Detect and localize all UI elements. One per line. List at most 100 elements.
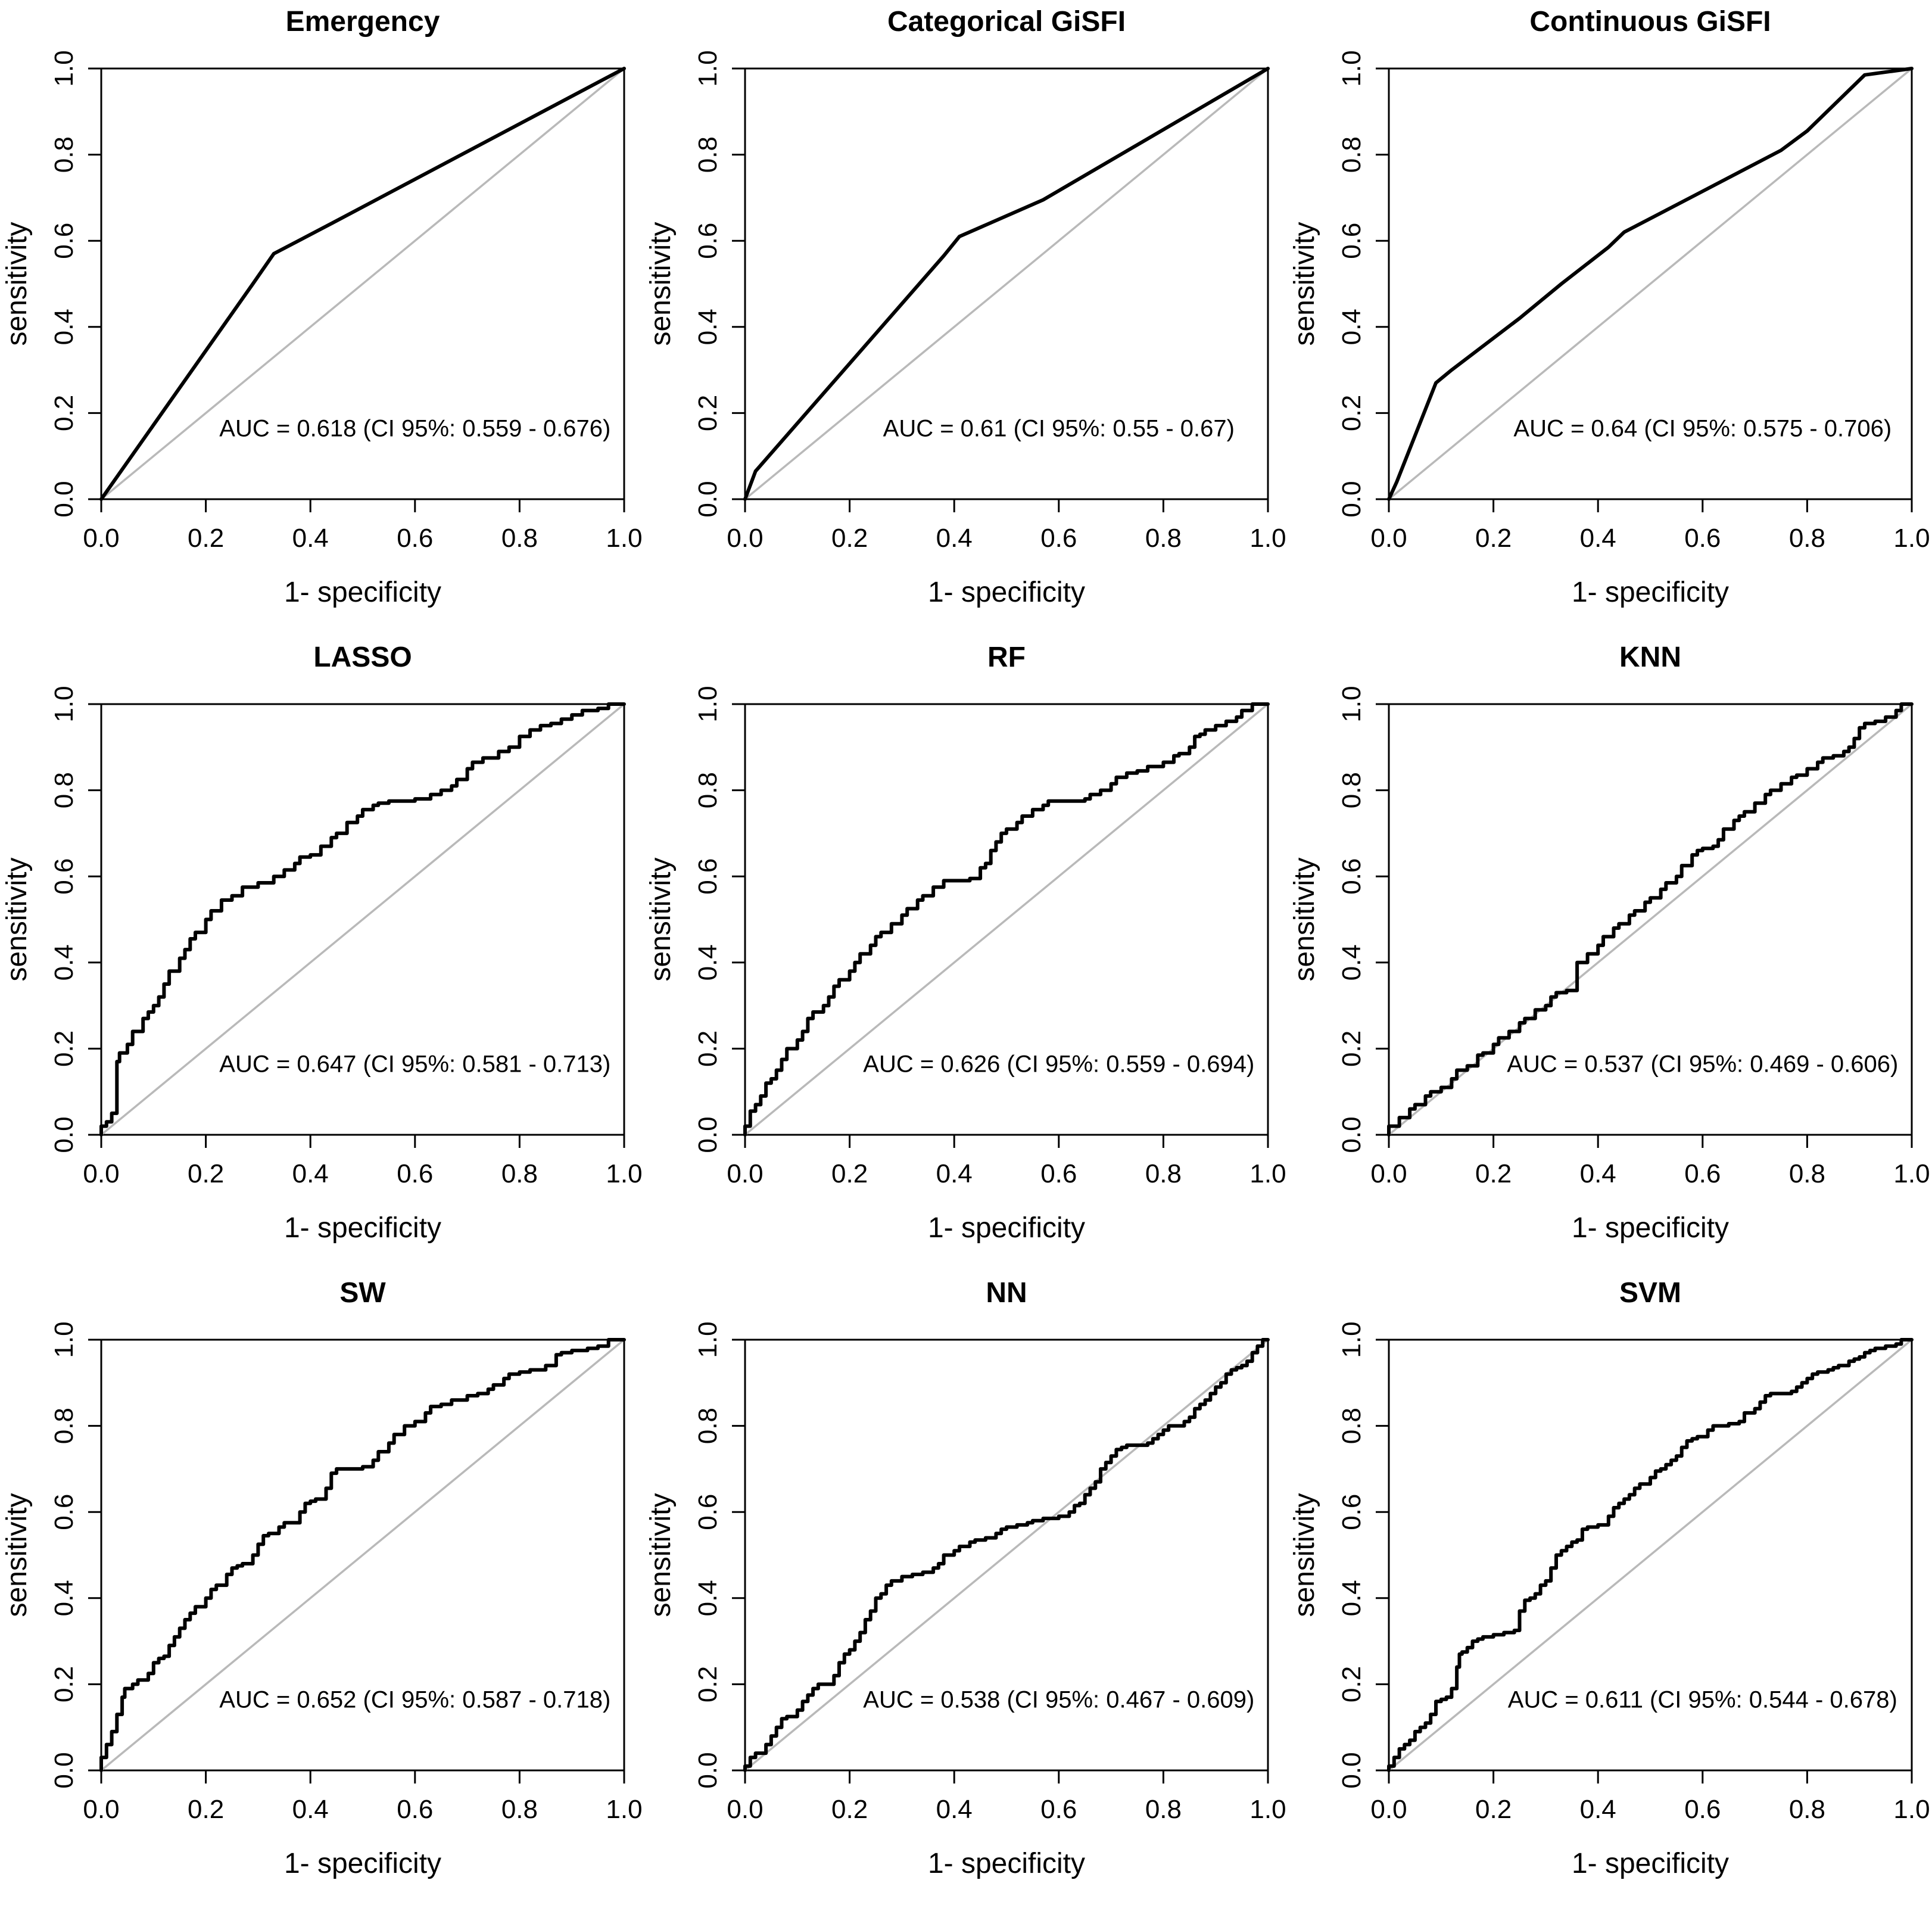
y-tick-label: 0.4	[693, 1580, 722, 1616]
y-tick-label: 0.2	[1337, 1666, 1366, 1702]
y-tick-label: 0.4	[693, 309, 722, 345]
y-tick-label: 0.0	[693, 1752, 722, 1788]
x-tick-label: 0.6	[1040, 524, 1077, 553]
y-tick-label: 0.0	[693, 1116, 722, 1153]
x-tick-label: 0.4	[292, 1159, 329, 1188]
auc-annotation: AUC = 0.618 (CI 95%: 0.559 - 0.676)	[219, 416, 610, 442]
x-tick-label: 1.0	[1249, 1795, 1286, 1824]
y-tick-label: 0.8	[693, 136, 722, 173]
y-tick-label: 0.4	[1337, 944, 1366, 981]
x-tick-label: 0.0	[1370, 524, 1407, 553]
y-tick-label: 0.2	[693, 1031, 722, 1067]
x-axis-label: 1- specificity	[1572, 1212, 1729, 1244]
roc-plot-svg: SVM 0.00.0 0.2 0.2 0.4 0.4 0.6 0.6 0.8 0.8 1.0 1.0 1…	[1289, 1277, 1930, 1879]
auc-annotation: AUC = 0.652 (CI 95%: 0.587 - 0.718)	[219, 1687, 610, 1713]
x-tick-label: 0.6	[397, 524, 433, 553]
roc-panel-categorical-gisfi: Categorical GiSFI 0.0 0.0 0.2 0.2 0.4 0.4 0.6 0.…	[644, 0, 1288, 636]
reference-diagonal-line	[744, 703, 1269, 1136]
roc-curve	[99, 67, 626, 501]
y-tick-label: 0.2	[693, 395, 722, 431]
y-tick-label: 1.0	[1337, 686, 1366, 722]
y-axis-label: sensitivity	[645, 1493, 677, 1617]
y-tick-label: 0.2	[1337, 395, 1366, 431]
x-tick-label: 0.8	[501, 1795, 538, 1824]
roc-panel-continuous-gisfi: Continuous GiSFI 0.0 0.0 0.2 0.2 0.4 0.4 0.6 0.6…	[1288, 0, 1931, 636]
reference-diagonal-line	[1388, 1339, 1913, 1772]
x-tick-label: 0.0	[727, 1159, 763, 1188]
x-axis-label: 1- specificity	[284, 1848, 441, 1879]
reference-diagonal-line	[100, 1339, 625, 1772]
x-tick-label: 0.0	[1370, 1795, 1407, 1824]
x-tick-label: 0.6	[397, 1795, 433, 1824]
plot-box	[744, 703, 1269, 1136]
y-tick-label: 0.4	[693, 944, 722, 981]
roc-curve	[743, 702, 1270, 1137]
x-tick-label: 0.2	[1475, 1159, 1512, 1188]
x-tick-label: 0.8	[1145, 1795, 1182, 1824]
x-tick-label: 0.4	[936, 1795, 973, 1824]
plot-box	[744, 67, 1269, 500]
y-tick-label: 0.6	[1337, 223, 1366, 259]
x-axis-label: 1- specificity	[1572, 577, 1729, 608]
y-tick-label: 0.6	[693, 858, 722, 895]
x-axis-label: 1- specificity	[284, 1212, 441, 1244]
y-tick-label: 0.8	[49, 136, 79, 173]
x-tick-label: 0.8	[1145, 1159, 1182, 1188]
x-tick-label: 0.8	[1789, 1795, 1825, 1824]
y-tick-label: 0.2	[1337, 1031, 1366, 1067]
auc-annotation: AUC = 0.64 (CI 95%: 0.575 - 0.706)	[1513, 416, 1892, 442]
x-tick-label: 0.4	[1580, 524, 1616, 553]
y-tick-label: 0.8	[49, 1408, 79, 1444]
roc-curve	[99, 702, 626, 1137]
auc-annotation: AUC = 0.537 (CI 95%: 0.469 - 0.606)	[1507, 1051, 1898, 1078]
x-tick-label: 0.8	[1789, 1159, 1825, 1188]
y-tick-label: 0.0	[1337, 481, 1366, 517]
y-axis-label: sensitivity	[1289, 222, 1320, 346]
y-tick-label: 0.4	[49, 944, 79, 981]
plot-box	[100, 1339, 625, 1772]
y-tick-label: 1.0	[49, 1321, 79, 1358]
x-axis-label: 1- specificity	[928, 1848, 1085, 1879]
panel-title: Emergency	[286, 6, 440, 38]
y-tick-label: 0.0	[1337, 1116, 1366, 1153]
plot-box	[1388, 703, 1913, 1136]
x-tick-label: 0.8	[1145, 524, 1182, 553]
y-tick-label: 0.2	[49, 1031, 79, 1067]
roc-plot-svg: LASSO 0.00.0 0.2 0.2 0.4 0.4 0.6 0.6 0.8 0.8 1.0 1.…	[1, 642, 643, 1244]
x-tick-label: 0.0	[83, 1159, 119, 1188]
y-tick-label: 0.6	[49, 223, 79, 259]
y-tick-label: 0.8	[1337, 1408, 1366, 1444]
roc-plot-svg: RF 0.00.0 0.2 0.2 0.4 0.4 0.6 0.6 0.8 0.8 1.0 1.0 1-…	[645, 642, 1286, 1244]
panel-title: SVM	[1619, 1277, 1681, 1309]
y-axis-label: sensitivity	[645, 857, 677, 981]
x-tick-label: 0.6	[1684, 524, 1721, 553]
x-tick-label: 0.2	[1475, 1795, 1512, 1824]
roc-panel-sw: SW 0.0 0.0 0.2 0.2 0.4 0.4 0.6 0.6 0.8 0.8 1.0 1.0 1-…	[0, 1271, 644, 1907]
x-tick-label: 0.4	[936, 1159, 973, 1188]
y-axis-label: sensitivity	[1, 1493, 33, 1617]
roc-plot-svg: Categorical GiSFI 0.00.0 0.2 0.2 0.4 0.4 0.6 0.…	[645, 6, 1286, 608]
y-tick-label: 0.8	[693, 772, 722, 808]
roc-panel-emergency: Emergency 0.0 0.0 0.2 0.2 0.4 0.4 0.6 0.6 0.8 0.8 1…	[0, 0, 644, 636]
x-tick-label: 0.2	[831, 1159, 868, 1188]
x-tick-label: 0.2	[1475, 524, 1512, 553]
x-tick-label: 0.8	[501, 524, 538, 553]
reference-diagonal-line	[100, 67, 625, 500]
panel-title: SW	[339, 1277, 386, 1309]
x-tick-label: 0.4	[936, 524, 973, 553]
plot-box	[1388, 67, 1913, 500]
x-tick-label: 0.4	[1580, 1159, 1616, 1188]
y-tick-label: 0.0	[1337, 1752, 1366, 1788]
y-tick-label: 0.6	[49, 1494, 79, 1530]
reference-diagonal-line	[1388, 67, 1913, 500]
x-tick-label: 1.0	[1893, 1795, 1930, 1824]
y-tick-label: 0.8	[1337, 136, 1366, 173]
y-tick-label: 1.0	[693, 686, 722, 722]
x-tick-label: 0.8	[501, 1159, 538, 1188]
x-tick-label: 1.0	[1249, 524, 1286, 553]
x-tick-label: 0.6	[1040, 1159, 1077, 1188]
y-tick-label: 0.6	[1337, 858, 1366, 895]
reference-diagonal-line	[100, 703, 625, 1136]
roc-plot-svg: KNN 0.00.0 0.2 0.2 0.4 0.4 0.6 0.6 0.8 0.8 1.0 1.0 1…	[1289, 642, 1930, 1244]
roc-plot-svg: NN 0.00.0 0.2 0.2 0.4 0.4 0.6 0.6 0.8 0.8 1.0 1.0 1-…	[645, 1277, 1286, 1879]
